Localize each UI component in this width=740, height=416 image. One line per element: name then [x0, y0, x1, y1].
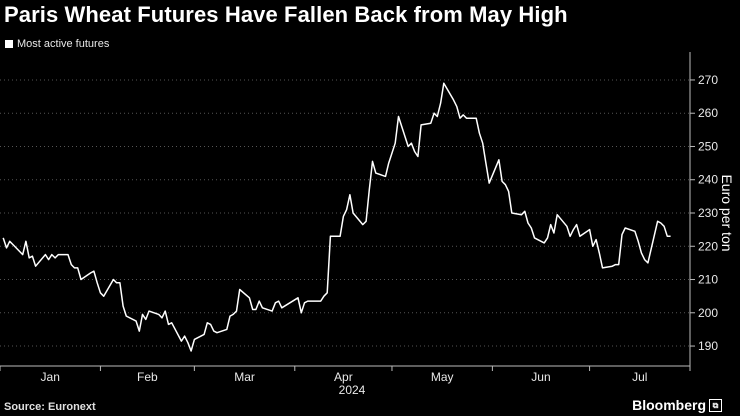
- source-note: Source: Euronext: [4, 401, 96, 413]
- y-tick-label-230: 230: [698, 206, 718, 220]
- chart-title: Paris Wheat Futures Have Fallen Back fro…: [4, 2, 568, 27]
- y-tick-label-270: 270: [698, 73, 718, 87]
- y-tick-label-200: 200: [698, 306, 718, 320]
- y-tick-label-250: 250: [698, 139, 718, 153]
- y-axis-title: Euro per ton: [719, 174, 735, 251]
- brand-name: Bloomberg: [632, 397, 706, 413]
- x-tick-label-jun: Jun: [531, 370, 550, 384]
- y-tick-label-190: 190: [698, 339, 718, 353]
- x-tick-label-jan: Jan: [41, 370, 60, 384]
- x-tick-label-may: May: [431, 370, 454, 384]
- series-layer: [2, 82, 671, 352]
- legend-label: Most active futures: [17, 38, 110, 50]
- y-tick-label-220: 220: [698, 239, 718, 253]
- x-tick-label-apr: Apr: [334, 370, 353, 384]
- y-tick-label-260: 260: [698, 106, 718, 120]
- legend-swatch: [5, 40, 13, 48]
- x-axis: Jan Feb Mar Apr May Jun Jul: [0, 365, 691, 384]
- y-tick-label-210: 210: [698, 273, 718, 287]
- x-tick-label-jul: Jul: [632, 370, 647, 384]
- year-label: 2024: [339, 383, 366, 397]
- brand-logo: Bloomberg ⧉: [632, 397, 722, 413]
- series-line-most-active-futures: [2, 82, 671, 352]
- legend: Most active futures: [5, 38, 109, 50]
- y-axis: 190 200 210 220 230 240 250 260 270: [689, 52, 718, 366]
- x-tick-label-mar: Mar: [234, 370, 255, 384]
- x-tick-label-feb: Feb: [137, 370, 158, 384]
- brand-icon: ⧉: [709, 398, 722, 412]
- y-tick-label-240: 240: [698, 173, 718, 187]
